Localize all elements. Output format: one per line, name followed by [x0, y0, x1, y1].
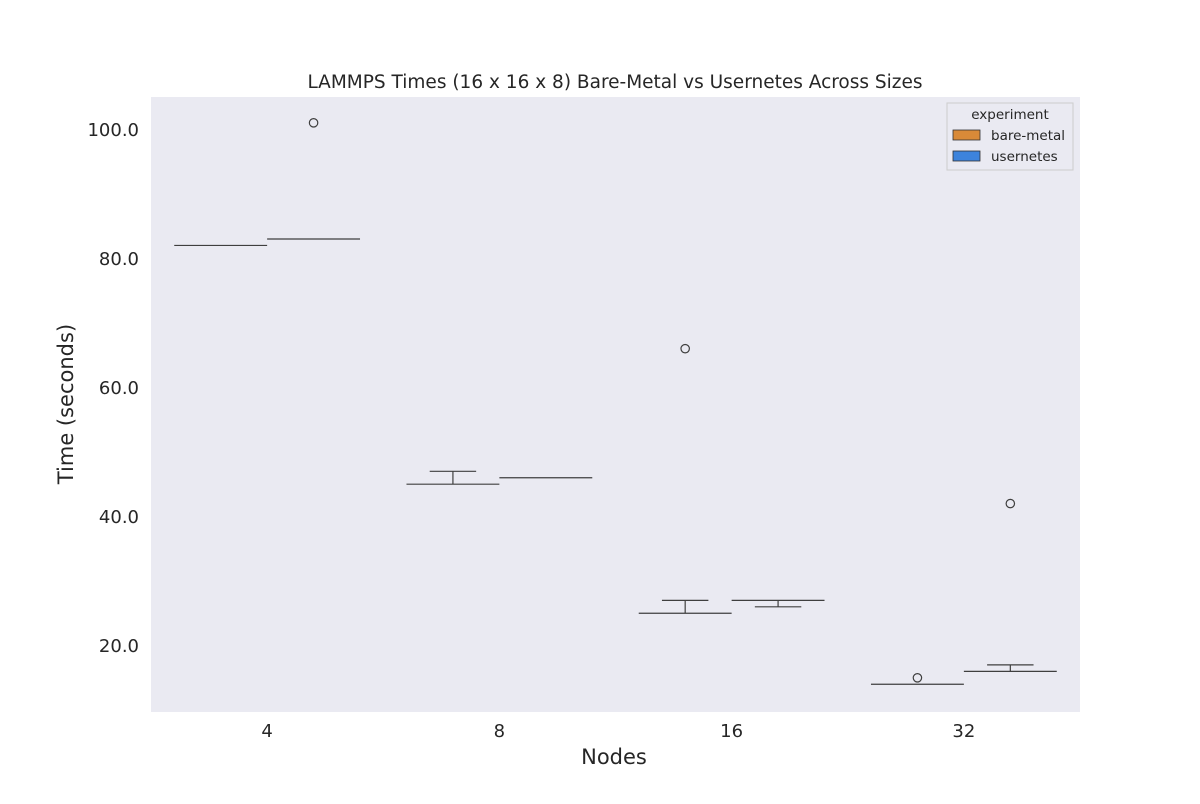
y-tick-label: 100.0 [87, 120, 139, 141]
plot-area [151, 97, 1080, 712]
box-bare-metal-16 [638, 343, 732, 614]
outlier-point [1005, 498, 1016, 509]
box-bare-metal-8 [406, 470, 500, 485]
box-usernetes-32 [963, 498, 1057, 672]
y-tick-label: 60.0 [99, 378, 139, 399]
y-tick-label: 80.0 [99, 249, 139, 270]
series-usernetes [267, 118, 1057, 672]
legend-swatch-usernetes [952, 150, 981, 162]
y-axis-ticks: 20.0 40.0 60.0 80.0 100.0 [87, 120, 139, 657]
x-axis-label: Nodes [581, 745, 647, 769]
chart-title: LAMMPS Times (16 x 16 x 8) Bare-Metal vs… [307, 72, 922, 93]
box-usernetes-4 [267, 118, 361, 240]
y-axis-label: Time (seconds) [54, 324, 78, 485]
legend-label-bare-metal: bare-metal [991, 128, 1065, 144]
x-tick-label: 4 [261, 721, 272, 742]
y-tick-label: 20.0 [99, 636, 139, 657]
legend: experiment bare-metal usernetes [946, 102, 1074, 171]
outlier-point [912, 672, 923, 683]
box-bare-metal-32 [870, 672, 964, 685]
x-tick-label: 32 [952, 721, 975, 742]
box-series [174, 118, 1057, 685]
outlier-point [308, 118, 319, 128]
x-tick-label: 8 [494, 721, 505, 742]
legend-label-usernetes: usernetes [991, 149, 1058, 165]
series-bare-metal [174, 244, 964, 685]
legend-title: experiment [971, 107, 1049, 123]
y-tick-label: 40.0 [99, 507, 139, 528]
x-tick-label: 16 [720, 721, 743, 742]
box-usernetes-16 [731, 599, 825, 608]
legend-swatch-bare-metal [952, 129, 981, 141]
x-axis-ticks: 4 8 16 32 [261, 721, 975, 742]
outlier-point [680, 343, 690, 354]
